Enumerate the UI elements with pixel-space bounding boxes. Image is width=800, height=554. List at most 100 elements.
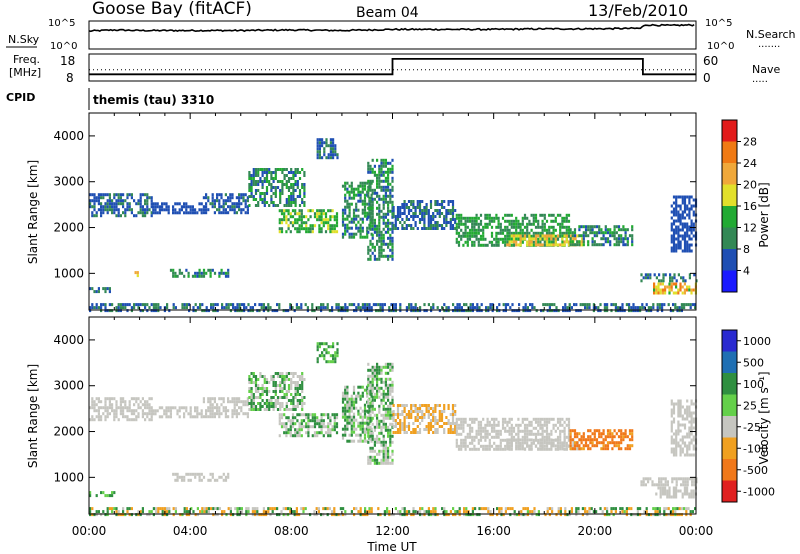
velocity-cell	[677, 402, 680, 406]
power-cell	[675, 204, 678, 208]
velocity-cell	[495, 444, 498, 448]
velocity-cell	[130, 412, 133, 416]
power-cell	[595, 234, 599, 238]
power-cell	[384, 224, 387, 228]
velocity-cell	[244, 400, 247, 404]
velocity-cell	[178, 406, 181, 410]
power-cell	[672, 207, 676, 211]
power-cell	[679, 282, 682, 286]
velocity-cell	[457, 432, 461, 436]
velocity-cell	[341, 436, 345, 440]
power-cell	[561, 219, 564, 223]
power-cell	[95, 211, 98, 215]
velocity-cell	[122, 397, 125, 401]
velocity-cell	[686, 480, 689, 484]
power-cell	[584, 228, 588, 232]
power-cell	[329, 227, 332, 231]
power-cell	[407, 212, 411, 215]
power-cell	[603, 306, 606, 310]
power-cell	[298, 192, 302, 195]
velocity-cell	[130, 418, 133, 422]
power-cell	[539, 225, 542, 229]
velocity-cell	[537, 420, 540, 424]
power-cell	[225, 306, 228, 310]
power-cell	[137, 303, 140, 307]
velocity-cell	[361, 427, 364, 431]
power-cell	[394, 309, 397, 313]
power-cell	[473, 243, 476, 247]
power-cell	[377, 309, 380, 313]
velocity-cell	[301, 402, 304, 405]
power-cell	[128, 303, 131, 307]
power-cell	[238, 199, 241, 203]
velocity-cell	[604, 444, 607, 448]
velocity-cell	[369, 458, 372, 462]
power-cell	[471, 303, 474, 307]
power-cell	[265, 177, 269, 180]
power-cell	[93, 199, 96, 203]
velocity-cell	[382, 458, 385, 462]
velocity-cell	[157, 507, 160, 511]
velocity-cell	[683, 492, 686, 496]
power-cell	[392, 224, 395, 227]
velocity-cell	[382, 440, 385, 444]
velocity-cell	[526, 441, 529, 445]
velocity-cell	[499, 441, 502, 445]
velocity-cell	[316, 419, 319, 423]
power-cell	[445, 309, 448, 313]
velocity-cell	[528, 423, 531, 427]
velocity-cell	[301, 408, 304, 411]
velocity-cell	[135, 400, 138, 404]
power-cell	[399, 212, 402, 215]
velocity-cell	[316, 345, 319, 349]
velocity-cell	[519, 429, 522, 433]
power-cell	[335, 215, 339, 219]
velocity-cell	[515, 438, 518, 442]
velocity-cell	[220, 412, 223, 416]
velocity-cell	[675, 453, 678, 457]
velocity-cell	[216, 478, 219, 482]
velocity-cell	[331, 413, 334, 417]
velocity-cell	[609, 435, 612, 439]
power-cell	[227, 211, 230, 215]
velocity-cell	[582, 444, 585, 448]
power-cell	[445, 218, 448, 221]
power-cell	[387, 254, 390, 258]
velocity-cell	[567, 435, 571, 439]
velocity-cell	[196, 412, 199, 416]
power-cell	[287, 180, 291, 183]
velocity-cell	[359, 439, 362, 443]
power-cell	[552, 228, 555, 232]
velocity-cell	[322, 419, 325, 423]
velocity-cell	[479, 435, 483, 439]
power-cell	[515, 240, 518, 244]
power-cell	[93, 193, 96, 197]
power-cell	[281, 186, 284, 189]
power-cell	[254, 204, 258, 207]
power-cell	[567, 240, 571, 244]
power-cell	[568, 309, 571, 313]
power-cell	[467, 309, 470, 313]
power-cell	[443, 206, 446, 209]
power-cell	[387, 245, 390, 249]
power-cell	[350, 187, 353, 191]
power-cell	[681, 198, 684, 202]
velocity-cell	[677, 420, 680, 424]
power-cell	[139, 205, 142, 209]
velocity-cell	[316, 422, 319, 426]
power-cell	[178, 208, 181, 212]
velocity-cell	[250, 399, 253, 402]
power-cell	[274, 195, 277, 198]
power-cell	[252, 183, 255, 186]
power-cell	[508, 240, 511, 244]
velocity-cell	[464, 435, 467, 439]
velocity-cell	[418, 410, 422, 413]
power-cell	[180, 271, 184, 275]
velocity-cell	[401, 404, 404, 407]
power-cell	[407, 200, 411, 203]
velocity-cell	[499, 432, 502, 436]
velocity-cell	[240, 409, 243, 413]
power-cell	[673, 273, 676, 277]
power-cell	[373, 248, 376, 252]
power-cell	[298, 204, 302, 207]
